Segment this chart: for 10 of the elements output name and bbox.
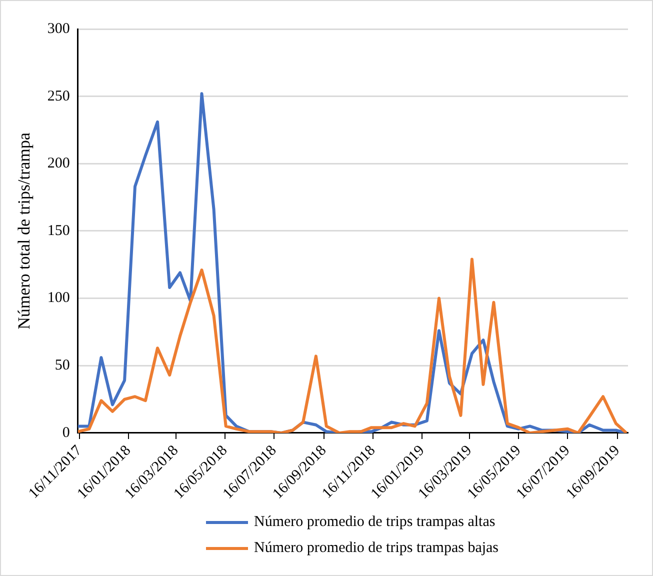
y-tick-label: 0 [62,424,70,441]
y-axis-title: Número total de trips/trampa [14,132,34,330]
y-tick-label: 150 [47,222,70,239]
legend-label: Número promedio de trips trampas altas [254,514,496,530]
y-tick-label: 100 [47,290,70,306]
y-tick-label: 250 [47,88,70,104]
y-tick-label: 300 [47,20,70,37]
y-tick-label: 200 [47,156,70,172]
legend-label: Número promedio de trips trampas bajas [254,540,499,556]
y-tick-label: 50 [54,358,70,374]
